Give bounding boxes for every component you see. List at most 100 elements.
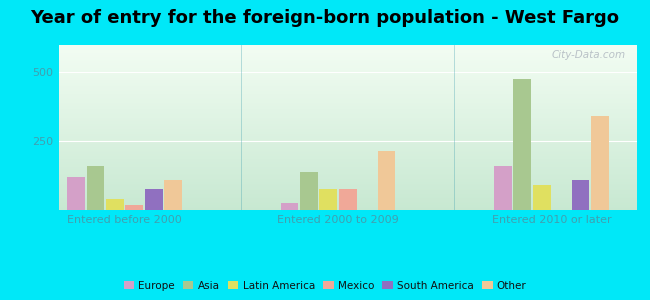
- Bar: [58, 178, 637, 180]
- Bar: [339, 189, 357, 210]
- Bar: [58, 197, 637, 199]
- Bar: [58, 177, 637, 178]
- Bar: [58, 162, 637, 164]
- Bar: [58, 126, 637, 127]
- Text: Year of entry for the foreign-born population - West Fargo: Year of entry for the foreign-born popul…: [31, 9, 619, 27]
- Bar: [58, 149, 637, 151]
- Bar: [58, 202, 637, 203]
- Bar: [58, 66, 637, 68]
- Bar: [58, 88, 637, 89]
- Bar: [58, 61, 637, 63]
- Bar: [58, 187, 637, 188]
- Bar: [58, 207, 637, 208]
- Bar: [58, 192, 637, 194]
- Bar: [58, 128, 637, 129]
- Bar: [58, 70, 637, 71]
- Bar: [58, 114, 637, 116]
- Bar: [58, 174, 637, 175]
- Bar: [58, 91, 637, 93]
- Bar: [319, 189, 337, 210]
- Bar: [58, 139, 637, 141]
- Bar: [58, 160, 637, 162]
- Bar: [58, 106, 637, 108]
- Bar: [86, 166, 105, 210]
- Bar: [58, 50, 637, 52]
- Bar: [58, 58, 637, 60]
- Bar: [58, 188, 637, 190]
- Bar: [58, 134, 637, 136]
- Bar: [58, 103, 637, 104]
- Bar: [58, 154, 637, 155]
- Bar: [58, 175, 637, 177]
- Bar: [58, 136, 637, 137]
- Bar: [58, 137, 637, 139]
- Bar: [58, 142, 637, 144]
- Bar: [58, 205, 637, 207]
- Bar: [58, 157, 637, 159]
- Bar: [571, 180, 590, 210]
- Bar: [67, 177, 85, 210]
- Bar: [58, 121, 637, 122]
- Bar: [58, 185, 637, 187]
- Bar: [58, 208, 637, 210]
- Bar: [58, 129, 637, 131]
- Bar: [58, 159, 637, 161]
- Bar: [58, 96, 637, 98]
- Bar: [58, 122, 637, 124]
- Bar: [58, 68, 637, 70]
- Bar: [58, 131, 637, 132]
- Bar: [58, 108, 637, 109]
- Bar: [58, 99, 637, 101]
- Bar: [58, 89, 637, 91]
- Bar: [58, 146, 637, 147]
- Bar: [58, 190, 637, 192]
- Bar: [58, 94, 637, 96]
- Bar: [58, 46, 637, 48]
- Bar: [58, 170, 637, 172]
- Bar: [106, 199, 124, 210]
- Bar: [58, 101, 637, 103]
- Bar: [58, 78, 637, 80]
- Bar: [58, 200, 637, 202]
- Bar: [58, 169, 637, 170]
- Bar: [58, 112, 637, 114]
- Bar: [58, 104, 637, 106]
- Bar: [58, 116, 637, 118]
- Bar: [533, 185, 551, 210]
- Bar: [125, 205, 143, 210]
- Bar: [58, 199, 637, 200]
- Bar: [58, 184, 637, 185]
- Bar: [164, 180, 182, 210]
- Bar: [58, 144, 637, 146]
- Bar: [58, 203, 637, 205]
- Bar: [58, 164, 637, 165]
- Bar: [58, 141, 637, 142]
- Bar: [58, 195, 637, 197]
- Bar: [58, 60, 637, 61]
- Bar: [58, 194, 637, 195]
- Bar: [58, 55, 637, 56]
- Bar: [58, 180, 637, 182]
- Bar: [58, 132, 637, 134]
- Bar: [281, 203, 298, 210]
- Bar: [300, 172, 318, 210]
- Bar: [58, 56, 637, 58]
- Bar: [58, 165, 637, 167]
- Bar: [514, 80, 531, 210]
- Bar: [58, 167, 637, 169]
- Bar: [58, 48, 637, 50]
- Bar: [58, 45, 637, 46]
- Legend: Europe, Asia, Latin America, Mexico, South America, Other: Europe, Asia, Latin America, Mexico, Sou…: [120, 277, 530, 295]
- Bar: [58, 71, 637, 73]
- Bar: [58, 155, 637, 157]
- Bar: [58, 76, 637, 78]
- Bar: [58, 65, 637, 66]
- Bar: [58, 147, 637, 149]
- Bar: [58, 182, 637, 184]
- Bar: [58, 80, 637, 81]
- Bar: [58, 152, 637, 154]
- Bar: [58, 83, 637, 85]
- Bar: [58, 81, 637, 83]
- Bar: [58, 119, 637, 121]
- Bar: [58, 75, 637, 76]
